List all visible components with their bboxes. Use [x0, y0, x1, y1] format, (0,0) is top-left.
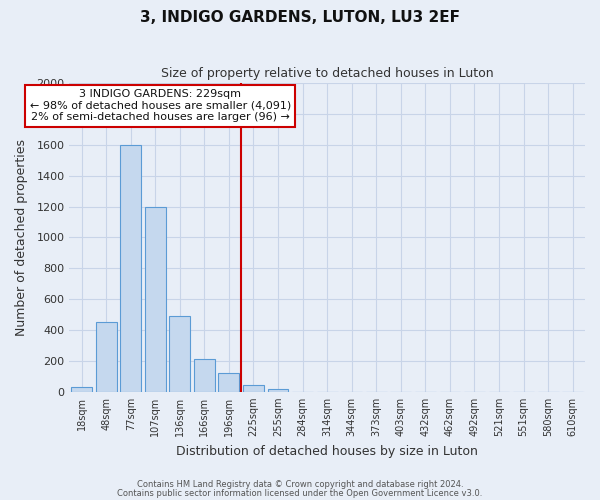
- Text: 3, INDIGO GARDENS, LUTON, LU3 2EF: 3, INDIGO GARDENS, LUTON, LU3 2EF: [140, 10, 460, 25]
- Bar: [218, 374, 239, 392]
- Bar: [169, 316, 190, 392]
- Bar: [120, 145, 141, 392]
- Y-axis label: Number of detached properties: Number of detached properties: [15, 139, 28, 336]
- Text: Contains HM Land Registry data © Crown copyright and database right 2024.: Contains HM Land Registry data © Crown c…: [137, 480, 463, 489]
- Bar: [243, 385, 264, 392]
- X-axis label: Distribution of detached houses by size in Luton: Distribution of detached houses by size …: [176, 444, 478, 458]
- Text: Contains public sector information licensed under the Open Government Licence v3: Contains public sector information licen…: [118, 488, 482, 498]
- Bar: [96, 322, 116, 392]
- Bar: [71, 387, 92, 392]
- Text: 3 INDIGO GARDENS: 229sqm
← 98% of detached houses are smaller (4,091)
2% of semi: 3 INDIGO GARDENS: 229sqm ← 98% of detach…: [29, 89, 291, 122]
- Bar: [268, 390, 289, 392]
- Bar: [145, 206, 166, 392]
- Bar: [194, 360, 215, 392]
- Title: Size of property relative to detached houses in Luton: Size of property relative to detached ho…: [161, 68, 493, 80]
